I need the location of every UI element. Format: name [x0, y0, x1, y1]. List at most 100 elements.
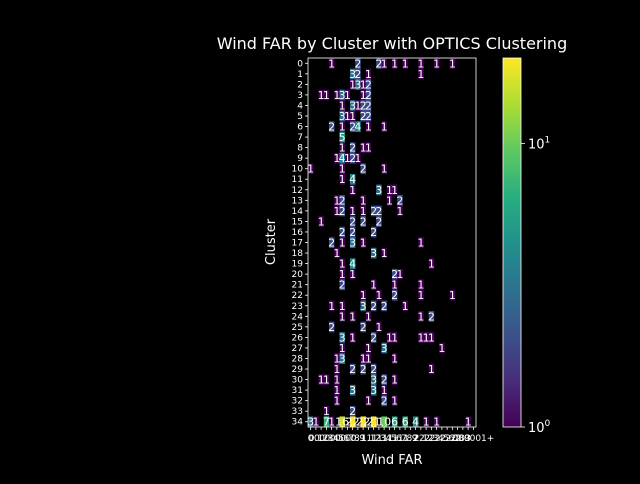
- heatmap-cell: [355, 152, 361, 164]
- cell-value-label: 1: [333, 247, 340, 260]
- heatmap-cell: [339, 152, 345, 164]
- heatmap-cell: [392, 353, 398, 364]
- heatmap-cell: [339, 268, 345, 280]
- x-tick-label: 3: [465, 434, 471, 444]
- heatmap-cell: [350, 173, 356, 185]
- cell-value-label: 1: [360, 142, 367, 155]
- heatmap-cell: [381, 384, 387, 396]
- cell-value-label: 1: [323, 405, 330, 418]
- cell-value-label: 3: [370, 384, 377, 397]
- heatmap-cell: [376, 205, 382, 217]
- cell-value-label: 1: [417, 57, 424, 70]
- x-tick-label: 1.4: [377, 434, 392, 444]
- y-tick-label: 16: [292, 228, 304, 238]
- y-tick-label: 20: [292, 270, 304, 280]
- heatmap-cell: [365, 100, 372, 111]
- cell-value-label: 1: [333, 152, 340, 165]
- cell-value-label: 1: [381, 163, 388, 176]
- x-tick-label: 0.1: [309, 434, 323, 444]
- cell-value-label: 2: [349, 363, 356, 376]
- cell-value-label: 1: [339, 258, 346, 271]
- y-tick-labels: 0123456789101112131415161718192021222324…: [292, 59, 308, 428]
- heatmap-cell: [350, 405, 356, 417]
- heatmap-cell: [397, 205, 403, 217]
- cell-value-label: 1: [391, 395, 398, 408]
- heatmap-cell: [434, 416, 440, 428]
- y-tick-label: 32: [292, 397, 303, 407]
- cell-value-label: 1: [465, 416, 472, 429]
- cell-value-label: 2: [360, 163, 367, 176]
- y-tick-label: 1: [297, 70, 303, 80]
- heatmap-cell: [339, 163, 345, 175]
- heatmap-cell: [371, 374, 377, 386]
- heatmap-cell: [355, 68, 361, 80]
- cell-value-label: 2: [381, 374, 388, 387]
- y-tick-label: 25: [292, 323, 303, 333]
- cell-value-label: 1: [365, 310, 372, 323]
- heatmap-cell: [386, 184, 393, 196]
- heatmap-cell: [423, 416, 429, 428]
- heatmap-cell: [350, 121, 356, 132]
- cell-value-label: 2: [349, 142, 356, 155]
- heatmap-cell: [329, 321, 335, 333]
- heatmap-cell: [397, 268, 403, 280]
- x-tick-label: 2.6: [440, 434, 455, 444]
- cell-value-label: 1: [417, 331, 424, 344]
- cell-value-label: 1: [339, 121, 346, 134]
- heatmap-cell: [371, 279, 377, 291]
- cell-value-label: 3: [339, 89, 346, 102]
- x-tick-label: 0: [308, 434, 314, 444]
- heatmap-cell: [418, 311, 424, 322]
- cell-value-label: 1: [333, 374, 340, 387]
- cell-value-label: 2: [360, 110, 367, 123]
- cell-value-label: 2: [370, 331, 377, 344]
- heatmap-cell: [360, 321, 366, 333]
- cell-value-label: 1: [323, 374, 330, 387]
- cell-value-label: 1: [365, 352, 372, 365]
- y-tick-label: 27: [292, 344, 303, 354]
- cell-value-label: 2: [349, 215, 356, 228]
- heatmap-cell: [339, 121, 345, 132]
- cell-value-label: 1: [318, 374, 325, 387]
- cell-value-label: 1: [318, 215, 325, 228]
- cell-value-label: 2: [360, 99, 367, 112]
- cell-value-label: 1: [333, 205, 340, 218]
- cell-value-label: 1: [339, 142, 346, 155]
- cell-value-label: 1: [396, 205, 403, 218]
- heatmap-cell: [392, 279, 398, 291]
- cell-value-label: 2: [370, 205, 377, 218]
- cell-value-label: 1: [349, 110, 356, 123]
- heatmap-cell: [371, 416, 377, 428]
- heatmap-cell: [323, 374, 330, 386]
- cell-value-label: 1: [449, 57, 456, 70]
- heatmap-cell: [392, 58, 398, 69]
- cell-value-label: 2: [365, 99, 372, 112]
- cell-value-label: 1: [375, 321, 382, 334]
- x-tick-label: 000001+: [452, 434, 494, 444]
- y-tick-label: 0: [297, 59, 303, 69]
- cell-value-label: 1: [428, 258, 435, 271]
- cell-value-label: 1: [360, 289, 367, 302]
- heatmap-cell: [365, 142, 372, 154]
- heatmap-cell: [329, 237, 335, 248]
- heatmap-cell: [392, 289, 398, 301]
- heatmap-cell: [339, 195, 345, 206]
- cell-value-label: 1: [375, 289, 382, 302]
- cell-value-label: 2: [360, 215, 367, 228]
- heatmap-cell: [365, 68, 372, 80]
- heatmap-cell: [428, 258, 435, 270]
- heatmap-cell: [350, 332, 356, 343]
- y-tick-label: 29: [292, 365, 304, 375]
- cell-value-label: 1: [391, 331, 398, 344]
- heatmap-cell: [381, 416, 387, 428]
- cell-value-label: 1: [381, 57, 388, 70]
- cell-value-label: 1: [417, 279, 424, 292]
- heatmap-cell: [360, 289, 366, 301]
- heatmap-cell: [381, 247, 387, 259]
- heatmap-cell: [339, 300, 345, 312]
- cell-value-label: 1: [339, 342, 346, 355]
- heatmap-cell: [334, 205, 340, 217]
- heatmap-cell: [339, 131, 345, 143]
